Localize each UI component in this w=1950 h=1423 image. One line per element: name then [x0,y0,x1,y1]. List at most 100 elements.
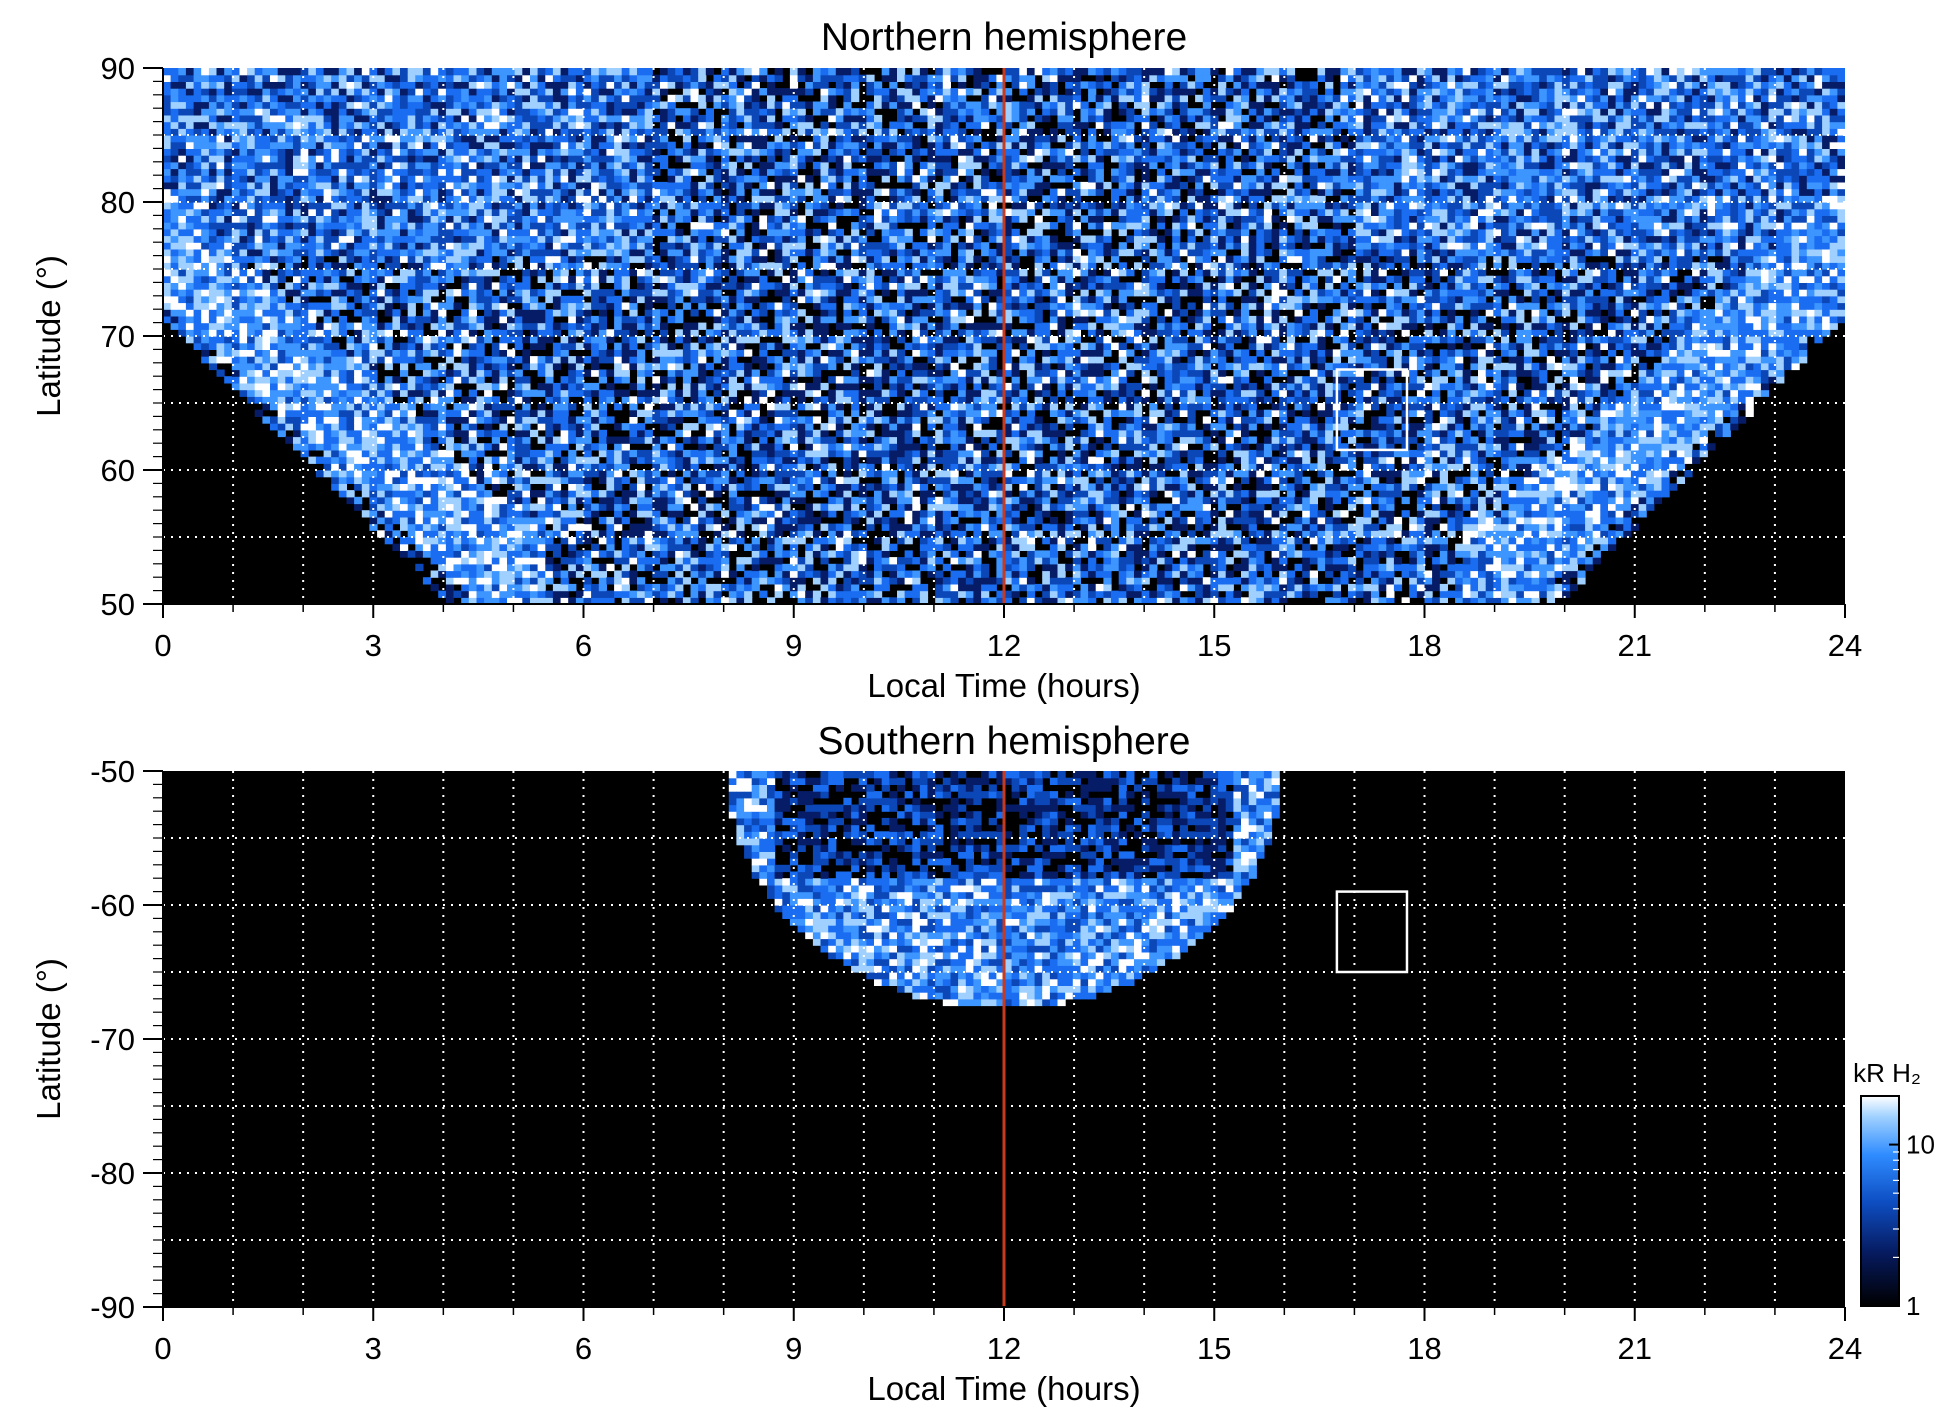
emission-cell [285,302,294,310]
emission-cell [185,322,195,330]
emission-cell [514,416,523,424]
emission-cell [361,208,370,216]
emission-cell [705,202,714,210]
emission-cell [491,470,500,478]
emission-cell [675,496,684,505]
emission-cell [499,456,508,464]
emission-cell [407,503,416,511]
emission-cell [170,235,179,243]
emission-cell [614,121,623,129]
emission-cell [185,114,195,123]
emission-cell [308,262,317,270]
emission-cell [331,135,340,143]
emission-cell [239,215,248,223]
emission-cell [239,101,248,109]
emission-cell [323,429,332,438]
emission-cell [644,215,653,223]
emission-cell [713,141,722,149]
emission-cell [575,195,585,203]
emission-cell [744,503,753,511]
emission-cell [346,248,355,257]
emission-cell [583,289,592,297]
emission-cell [262,356,271,364]
emission-cell [637,135,646,143]
emission-cell [400,463,409,471]
emission-cell [744,349,753,357]
emission-cell [231,181,240,190]
emission-cell [422,141,432,149]
emission-cell [507,463,516,471]
emission-cell [774,269,783,277]
emission-cell [468,577,477,585]
emission-cell [499,215,508,223]
emission-cell [438,222,447,230]
emission-cell [705,94,714,103]
emission-cell [660,289,669,297]
emission-cell [400,215,409,223]
emission-cell [744,362,753,371]
emission-cell [323,202,332,210]
emission-cell [369,516,378,525]
emission-cell [751,114,760,123]
emission-cell [407,523,416,531]
emission-cell [652,382,661,391]
emission-cell [415,188,424,196]
emission-cell [583,88,592,96]
emission-cell [690,537,699,545]
emission-cell [430,503,439,511]
emission-cell [682,389,692,397]
emission-cell [170,155,179,163]
emission-cell [293,108,302,116]
emission-cell [285,202,294,210]
emission-cell [323,81,332,89]
emission-cell [545,295,554,304]
emission-cell [262,362,271,371]
emission-cell [499,275,508,283]
emission-cell [537,463,546,471]
emission-cell [461,228,470,237]
emission-cell [315,168,325,176]
emission-cell [438,161,447,170]
emission-cell [575,476,585,484]
emission-cell [415,88,424,96]
emission-cell [476,577,485,585]
emission-cell [491,128,500,136]
emission-cell [216,68,225,76]
emission-cell [744,248,753,257]
emission-cell [377,202,386,210]
emission-cell [461,530,470,538]
emission-cell [384,490,393,498]
emission-cell [522,141,531,149]
emission-cell [468,161,477,170]
emission-cell [522,148,531,156]
emission-cell [361,141,370,149]
emission-cell [499,416,508,424]
emission-cell [507,557,516,565]
emission-cell [438,449,447,458]
emission-cell [201,121,210,129]
emission-cell [560,463,569,471]
emission-cell [201,155,210,163]
emission-cell [361,329,370,337]
emission-cell [682,557,692,565]
emission-cell [644,530,653,538]
emission-cell [583,590,592,598]
emission-cell [652,490,661,498]
emission-cell [698,403,707,411]
emission-cell [300,403,309,411]
emission-cell [499,108,508,116]
emission-cell [224,114,233,123]
emission-cell [323,235,332,243]
emission-cell [377,503,386,511]
emission-cell [514,315,523,324]
emission-cell [170,108,179,116]
emission-cell [163,88,172,96]
emission-cell [736,496,745,505]
emission-cell [598,94,607,103]
emission-cell [430,101,439,109]
emission-cell [491,516,500,525]
emission-cell [361,202,370,210]
emission-cell [277,295,286,304]
emission-cell [430,282,439,290]
emission-cell [552,342,562,350]
